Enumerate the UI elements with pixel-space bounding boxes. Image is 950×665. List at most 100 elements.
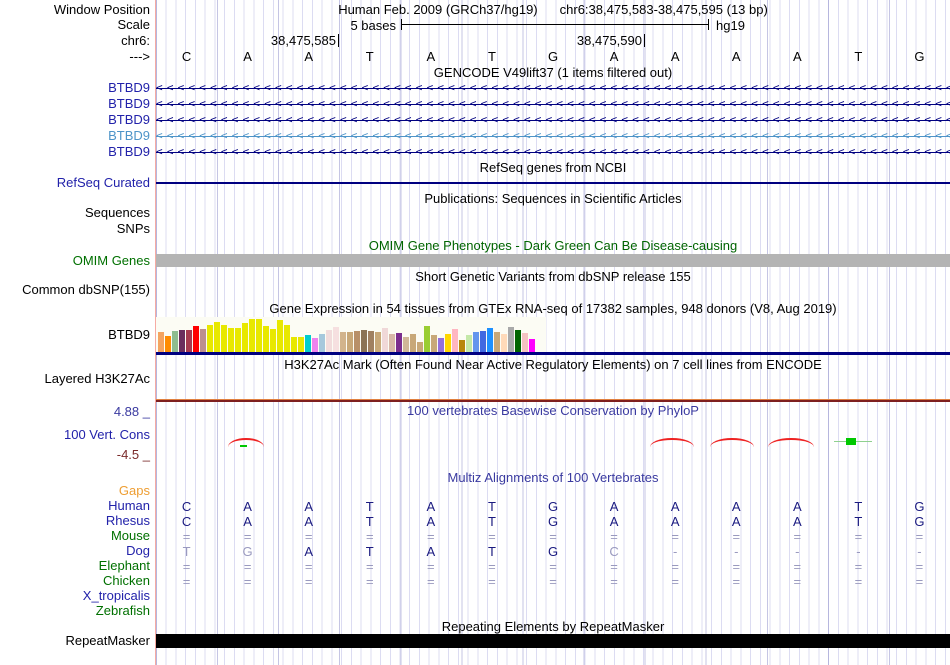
multiz-row-gaps[interactable] [156,484,950,499]
gtex-tissue-bar[interactable] [347,332,353,352]
gene-transcript-row[interactable]: <<<<<<<<<<<<<<<<<<<<<<<<<<<<<<<<<<<<<<<<… [156,97,950,111]
multiz-row-elephant[interactable]: = = = = = = = = = = = = = [156,559,950,574]
gtex-tissue-bar[interactable] [270,329,276,352]
gtex-tissue-bar[interactable] [305,335,311,352]
species-label-chicken[interactable]: Chicken [103,573,150,588]
species-label-zebrafish[interactable]: Zebrafish [95,603,150,618]
gtex-gene-label[interactable]: BTBD9 [108,327,150,342]
gtex-tissue-bar[interactable] [200,329,206,352]
gtex-tissue-bar[interactable] [522,333,528,352]
gtex-tissue-bar[interactable] [431,335,437,352]
gtex-tissue-bar[interactable] [172,331,178,352]
gene-transcript-row[interactable]: <<<<<<<<<<<<<<<<<<<<<<<<<<<<<<<<<<<<<<<<… [156,81,950,95]
gtex-barchart[interactable] [156,317,546,352]
repeatmasker-element-bar[interactable] [156,634,950,648]
gtex-tissue-bar[interactable] [263,326,269,352]
gene-transcript-row[interactable]: <<<<<<<<<<<<<<<<<<<<<<<<<<<<<<<<<<<<<<<<… [156,113,950,127]
repeatmasker-label[interactable]: RepeatMasker [65,633,150,648]
snps-label[interactable]: SNPs [116,221,150,236]
gtex-tissue-bar[interactable] [193,326,199,352]
gtex-tissue-bar[interactable] [487,328,493,352]
gtex-tissue-bar[interactable] [368,331,374,352]
gtex-tissue-bar[interactable] [515,330,521,352]
gtex-tissue-bar[interactable] [480,331,486,352]
gtex-tissue-bar[interactable] [361,330,367,352]
gtex-tissue-bar[interactable] [235,328,241,352]
gtex-tissue-bar[interactable] [221,325,227,352]
refseq-curated-gene-line[interactable] [156,182,950,184]
gtex-tissue-bar[interactable] [326,330,332,352]
layered-h3k27ac-label[interactable]: Layered H3K27Ac [44,371,150,386]
species-label-gaps[interactable]: Gaps [118,483,150,498]
species-label-mouse[interactable]: Mouse [110,528,150,543]
sequences-label[interactable]: Sequences [84,205,150,220]
gtex-tissue-bar[interactable] [403,337,409,352]
gtex-tissue-bar[interactable] [256,319,262,352]
h3k27ac-signal-line-orange[interactable] [156,399,950,400]
gtex-tissue-bar[interactable] [284,325,290,352]
gene-transcript-row[interactable]: <<<<<<<<<<<<<<<<<<<<<<<<<<<<<<<<<<<<<<<<… [156,129,950,143]
common-dbsnp-label[interactable]: Common dbSNP(155) [22,282,150,297]
multiz-row-chicken[interactable]: = = = = = = = = = = = = = [156,574,950,589]
gtex-tissue-bar[interactable] [340,332,346,352]
gtex-tissue-bar[interactable] [214,322,220,352]
gtex-tissue-bar[interactable] [228,328,234,352]
gtex-tissue-bar[interactable] [494,332,500,352]
gtex-tissue-bar[interactable] [186,330,192,352]
gtex-tissue-bar[interactable] [312,338,318,352]
gtex-tissue-bar[interactable] [165,336,171,352]
gtex-tissue-bar[interactable] [207,325,213,352]
multiz-row-zebrafish[interactable] [156,604,950,619]
gtex-tissue-bar[interactable] [277,320,283,352]
gtex-tissue-bar[interactable] [354,331,360,352]
gtex-tissue-bar[interactable] [417,342,423,352]
species-label-x_tropicalis[interactable]: X_tropicalis [82,588,150,603]
cons-track-label[interactable]: 100 Vert. Cons [64,427,150,442]
gtex-tissue-bar[interactable] [529,339,535,352]
h3k27ac-signal-line-maroon[interactable] [156,400,950,402]
gtex-tissue-bar[interactable] [396,333,402,352]
gene-label-btbd9[interactable]: BTBD9 [108,112,150,127]
gtex-tissue-bar[interactable] [242,323,248,352]
gtex-tissue-bar[interactable] [424,326,430,352]
gtex-tissue-bar[interactable] [508,327,514,352]
gtex-tissue-bar[interactable] [389,334,395,352]
gtex-tissue-bar[interactable] [452,329,458,352]
multiz-row-x_tropicalis[interactable] [156,589,950,604]
gtex-tissue-bar[interactable] [473,332,479,352]
gtex-tissue-bar[interactable] [466,335,472,352]
track-image-area[interactable]: Human Feb. 2009 (GRCh37/hg19) chr6:38,47… [155,0,950,665]
omim-gene-bar[interactable] [156,254,950,267]
gtex-tissue-bar[interactable] [501,334,507,352]
gtex-tissue-bar[interactable] [375,332,381,352]
species-label-human[interactable]: Human [108,498,150,513]
gtex-tissue-bar[interactable] [382,328,388,352]
gtex-tissue-bar[interactable] [445,334,451,352]
gtex-tissue-bar[interactable] [298,337,304,352]
species-label-dog[interactable]: Dog [126,543,150,558]
gene-label-btbd9[interactable]: BTBD9 [108,80,150,95]
gtex-tissue-bar[interactable] [179,330,185,352]
gtex-tissue-bar[interactable] [249,319,255,352]
gtex-tissue-bar[interactable] [158,332,164,352]
species-label-elephant[interactable]: Elephant [98,558,150,573]
gtex-tissue-bar[interactable] [333,327,339,352]
gtex-tissue-bar[interactable] [291,337,297,352]
gene-transcript-row[interactable]: <<<<<<<<<<<<<<<<<<<<<<<<<<<<<<<<<<<<<<<<… [156,145,950,159]
multiz-row-mouse[interactable]: = = = = = = = = = = = = = [156,529,950,544]
gene-label-btbd9[interactable]: BTBD9 [108,128,150,143]
gtex-tissue-bar[interactable] [438,338,444,352]
gtex-tissue-bar[interactable] [459,340,465,352]
refseq-curated-label[interactable]: RefSeq Curated [56,175,150,190]
gtex-tissue-bar[interactable] [410,334,416,352]
gene-label-btbd9[interactable]: BTBD9 [108,96,150,111]
species-label-rhesus[interactable]: Rhesus [105,513,150,528]
omim-genes-label[interactable]: OMIM Genes [72,253,150,268]
gene-label-btbd9[interactable]: BTBD9 [108,144,150,159]
gtex-gene-model-line[interactable] [156,352,950,355]
gtex-tissue-bar[interactable] [319,334,325,352]
